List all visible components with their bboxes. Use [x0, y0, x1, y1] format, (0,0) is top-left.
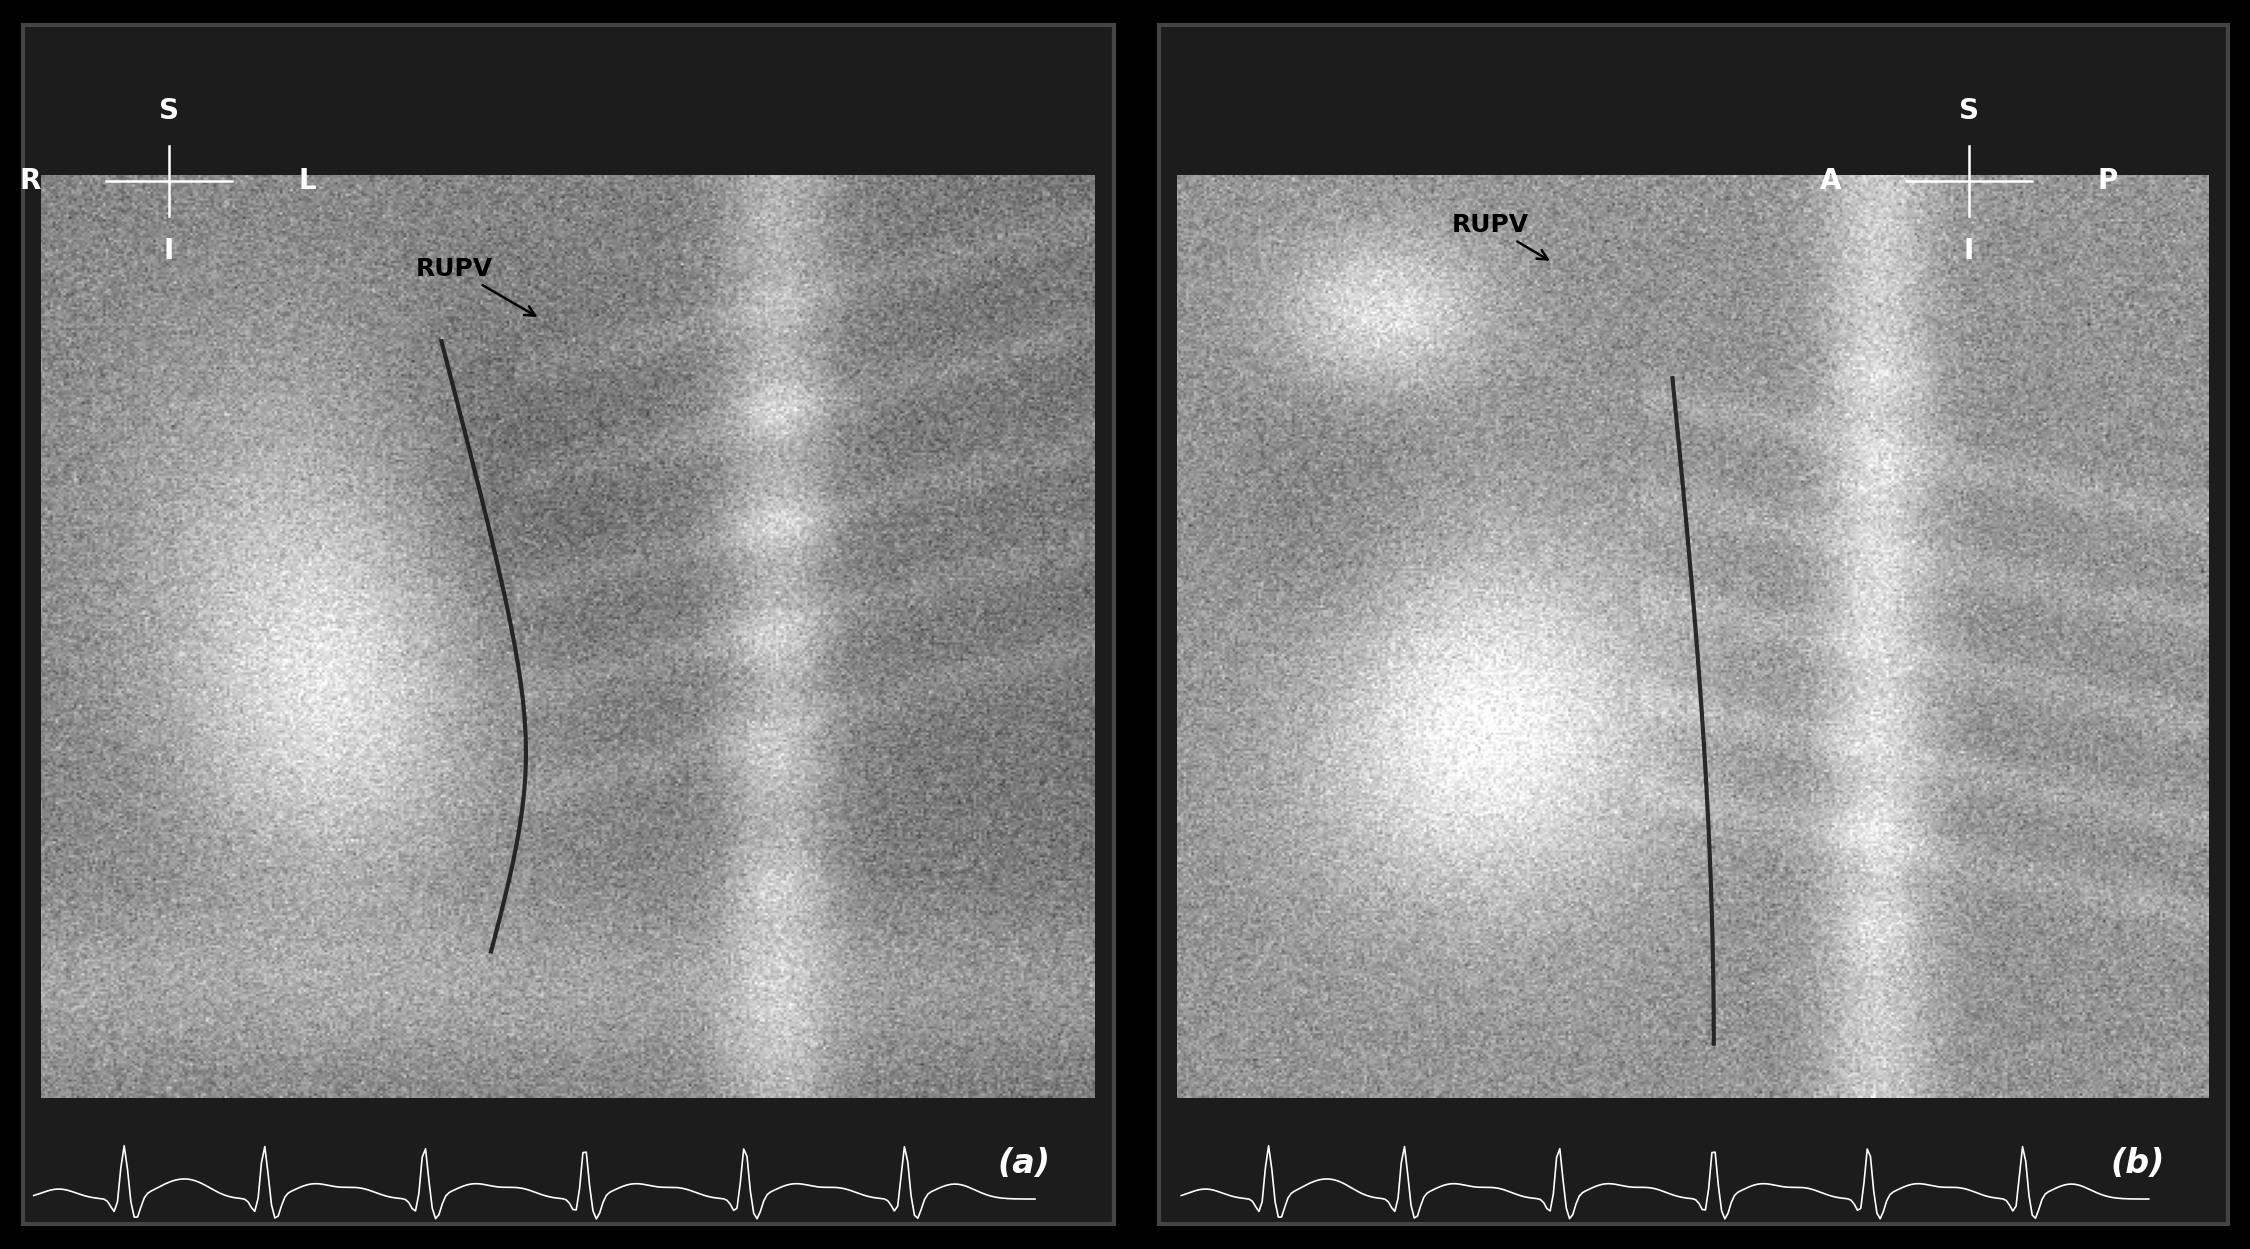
- Text: S: S: [160, 97, 178, 125]
- Text: I: I: [1964, 237, 1973, 265]
- Text: RUPV: RUPV: [1451, 214, 1548, 260]
- Text: A: A: [1820, 167, 1840, 195]
- Text: I: I: [164, 237, 173, 265]
- Text: P: P: [2097, 167, 2117, 195]
- Text: (a): (a): [997, 1148, 1051, 1180]
- Text: (b): (b): [2110, 1148, 2164, 1180]
- Text: R: R: [20, 167, 40, 195]
- Text: L: L: [299, 167, 317, 195]
- Text: RUPV: RUPV: [416, 257, 536, 316]
- Bar: [22, 25, 1114, 1224]
- Text: S: S: [1960, 97, 1978, 125]
- Bar: [1159, 25, 2228, 1224]
